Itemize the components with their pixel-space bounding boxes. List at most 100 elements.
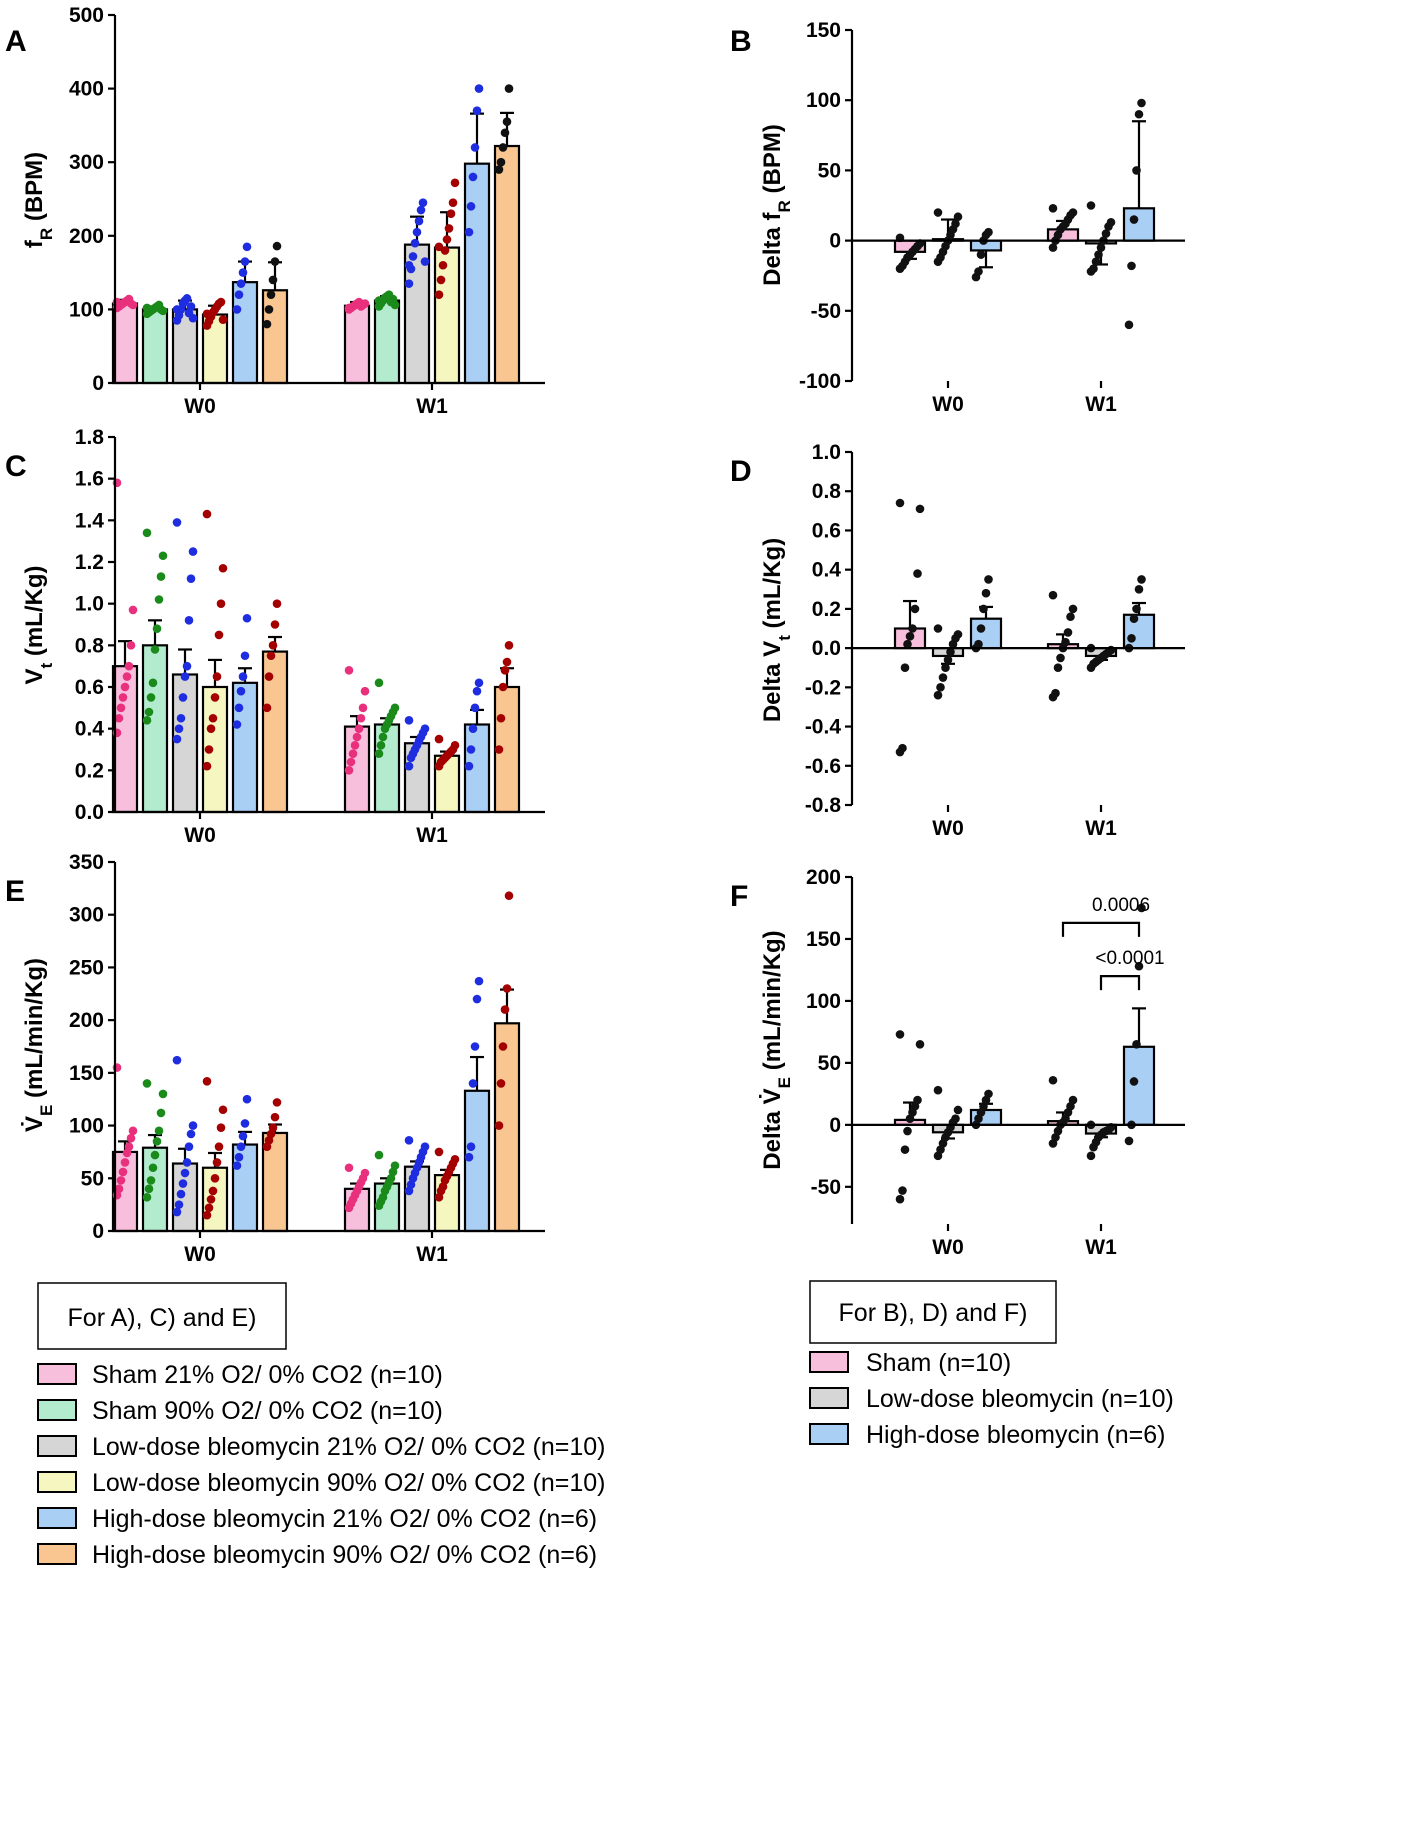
data-point bbox=[126, 1133, 136, 1143]
data-point bbox=[146, 1176, 156, 1185]
data-point bbox=[204, 745, 214, 754]
data-point bbox=[118, 693, 128, 702]
data-point bbox=[434, 290, 444, 299]
data-point bbox=[905, 632, 915, 641]
data-point bbox=[150, 645, 160, 654]
data-point bbox=[470, 1042, 480, 1051]
data-point bbox=[212, 1158, 222, 1167]
data-point bbox=[500, 666, 510, 675]
data-point bbox=[895, 1030, 905, 1039]
y-tick-label: 50 bbox=[81, 1167, 104, 1190]
data-point bbox=[242, 1094, 252, 1104]
data-point bbox=[176, 713, 186, 723]
data-point bbox=[466, 745, 476, 754]
data-point bbox=[182, 661, 192, 671]
data-point bbox=[1053, 663, 1063, 673]
data-point bbox=[188, 1121, 198, 1130]
data-point bbox=[210, 1173, 220, 1183]
data-point bbox=[951, 219, 960, 229]
data-point bbox=[146, 693, 156, 702]
data-point bbox=[218, 1105, 228, 1115]
panel-letter: C bbox=[5, 450, 27, 483]
y-tick-label: 1.4 bbox=[75, 509, 105, 532]
data-point bbox=[404, 761, 414, 771]
bar-e-w1-3 bbox=[433, 1174, 461, 1233]
data-point bbox=[1132, 604, 1141, 614]
y-tick-label: -0.4 bbox=[805, 716, 842, 739]
data-point bbox=[374, 678, 384, 688]
legend-label: High-dose bleomycin 90% O2/ 0% CO2 (n=6) bbox=[92, 1541, 597, 1569]
bar-f-w1-2 bbox=[1122, 1045, 1156, 1126]
data-point bbox=[354, 724, 364, 733]
bar-a-w1-5 bbox=[493, 144, 521, 385]
y-tick-label: -50 bbox=[811, 300, 841, 323]
y-tick-label: 0.6 bbox=[812, 519, 841, 542]
panel-a: AfR (BPM) W0 W1 0 100 200 300 400 500 bbox=[5, 4, 545, 418]
data-point bbox=[434, 242, 444, 252]
data-point bbox=[214, 1142, 224, 1151]
data-point bbox=[216, 1123, 226, 1132]
data-point bbox=[1137, 98, 1146, 108]
y-tick-label: 100 bbox=[806, 990, 841, 1013]
x-tick-label: W0 bbox=[932, 1236, 964, 1259]
data-point bbox=[144, 1184, 154, 1194]
data-point bbox=[148, 1163, 158, 1173]
data-point bbox=[450, 1155, 460, 1164]
bar-a-w0-5 bbox=[261, 289, 289, 385]
data-point bbox=[148, 678, 158, 688]
x-tick-label: W1 bbox=[1085, 1236, 1117, 1259]
data-point bbox=[142, 716, 152, 725]
data-point bbox=[242, 242, 252, 252]
data-point bbox=[464, 227, 474, 237]
data-point bbox=[1056, 653, 1065, 663]
legend-left: For A), C) and E) Sham 21% O2/ 0% CO2 (n=… bbox=[37, 1282, 605, 1569]
panel-letter: A bbox=[5, 25, 27, 58]
data-point bbox=[236, 686, 246, 696]
y-tick-label: 200 bbox=[69, 225, 104, 248]
data-point bbox=[434, 1147, 444, 1157]
data-point bbox=[238, 672, 248, 681]
legend-label: Sham 21% O2/ 0% CO2 (n=10) bbox=[92, 1361, 443, 1389]
y-tick-label: 0.2 bbox=[812, 598, 841, 621]
y-tick-label: 0 bbox=[92, 372, 104, 395]
y-tick-label: 100 bbox=[806, 89, 841, 112]
data-point bbox=[172, 1207, 182, 1217]
bar-a-w0-4 bbox=[231, 281, 259, 385]
bar-c-w0-4 bbox=[231, 681, 259, 814]
data-point bbox=[120, 1158, 130, 1167]
bar-a-w1-0 bbox=[343, 304, 371, 385]
data-point bbox=[358, 703, 368, 713]
legend-swatch bbox=[37, 1543, 77, 1565]
data-point bbox=[1063, 628, 1073, 637]
legend-label: Sham (n=10) bbox=[866, 1349, 1011, 1377]
y-tick-label: 0.6 bbox=[75, 676, 104, 699]
data-point bbox=[236, 279, 246, 288]
data-point bbox=[420, 257, 430, 266]
data-point bbox=[468, 724, 478, 733]
data-point bbox=[158, 551, 168, 561]
data-point bbox=[128, 1126, 138, 1136]
data-point bbox=[953, 1105, 963, 1115]
y-tick-label: 0.8 bbox=[812, 480, 842, 503]
data-point bbox=[114, 1184, 124, 1194]
data-point bbox=[898, 743, 907, 753]
data-point bbox=[468, 1079, 478, 1088]
data-point bbox=[116, 703, 126, 713]
data-point bbox=[214, 630, 224, 640]
data-point bbox=[178, 1179, 188, 1188]
data-point bbox=[1124, 320, 1134, 330]
data-point bbox=[240, 651, 250, 661]
data-point bbox=[344, 666, 354, 675]
data-point bbox=[360, 686, 370, 696]
data-point bbox=[504, 84, 514, 93]
data-point bbox=[202, 761, 212, 771]
data-point bbox=[1091, 257, 1101, 266]
data-point bbox=[1086, 201, 1096, 210]
bar-a-w0-3 bbox=[201, 313, 229, 385]
data-point bbox=[122, 672, 132, 681]
data-point bbox=[206, 724, 216, 733]
data-point bbox=[915, 1040, 925, 1049]
data-point bbox=[182, 294, 192, 303]
y-tick-label: 0.2 bbox=[75, 759, 104, 782]
data-point bbox=[915, 504, 925, 514]
